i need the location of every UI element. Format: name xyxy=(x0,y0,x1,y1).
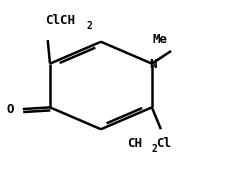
Text: 2: 2 xyxy=(86,21,92,31)
Text: N: N xyxy=(149,58,157,71)
Text: CH: CH xyxy=(127,137,142,150)
Text: Me: Me xyxy=(153,33,168,46)
Text: ClCH: ClCH xyxy=(46,14,76,27)
Text: 2: 2 xyxy=(152,144,158,154)
Text: O: O xyxy=(7,103,14,116)
Text: Cl: Cl xyxy=(156,137,171,150)
